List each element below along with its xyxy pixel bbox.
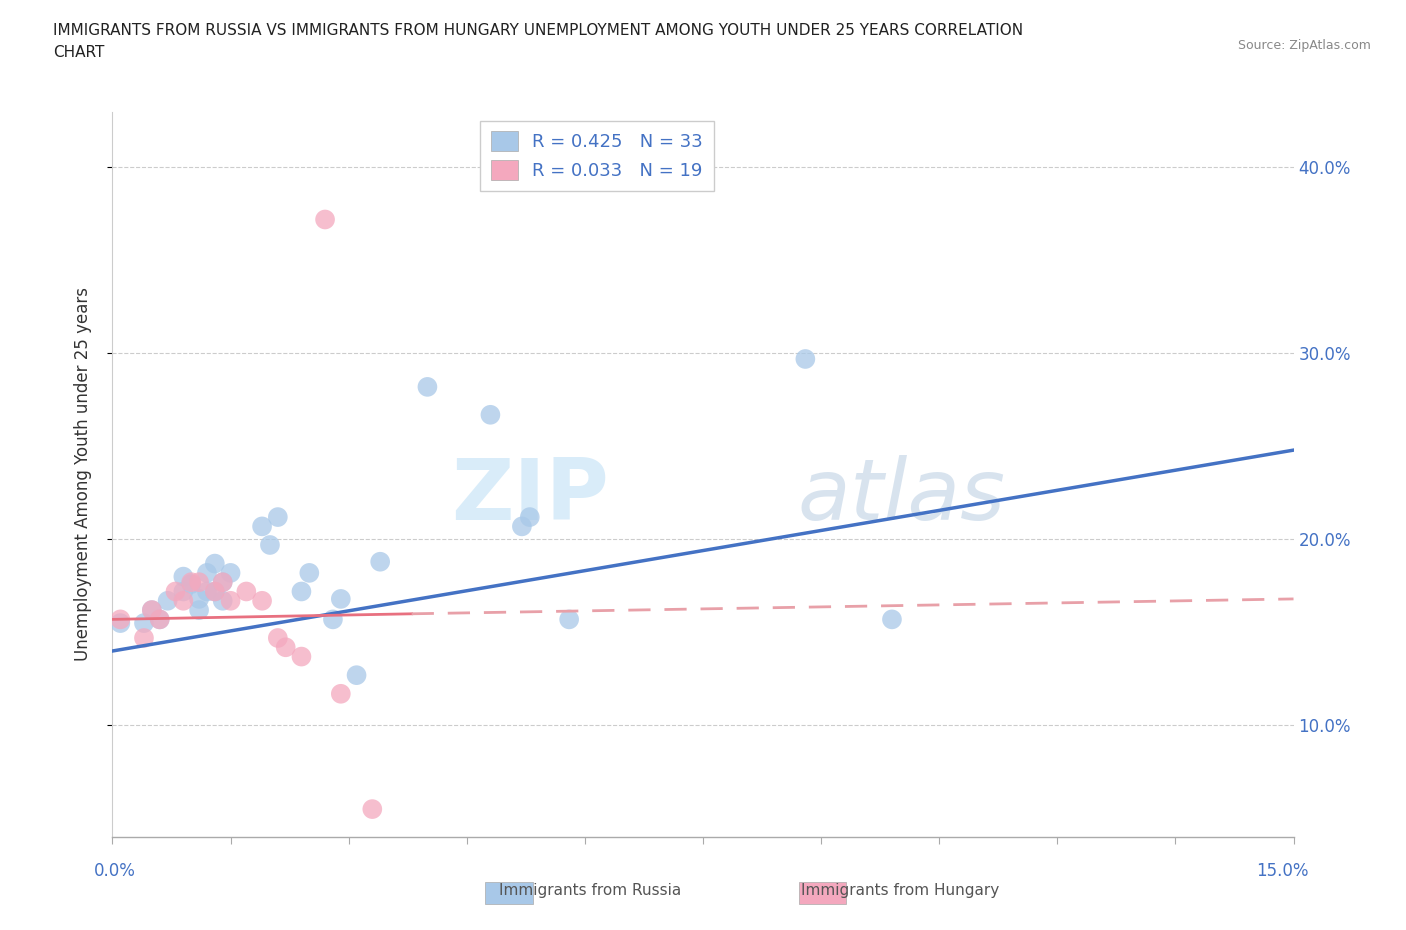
Point <box>195 565 218 580</box>
Point <box>188 591 211 606</box>
Point <box>361 802 384 817</box>
Point <box>172 584 194 599</box>
Point <box>880 612 903 627</box>
Text: 0.0%: 0.0% <box>94 862 136 881</box>
Point <box>195 584 218 599</box>
Point <box>110 616 132 631</box>
Point <box>259 538 281 552</box>
Point <box>416 379 439 394</box>
Point <box>132 616 155 631</box>
Point <box>235 584 257 599</box>
Point <box>329 686 352 701</box>
Legend: R = 0.425   N = 33, R = 0.033   N = 19: R = 0.425 N = 33, R = 0.033 N = 19 <box>479 121 714 191</box>
Point <box>188 603 211 618</box>
Y-axis label: Unemployment Among Youth under 25 years: Unemployment Among Youth under 25 years <box>73 287 91 661</box>
Point <box>156 593 179 608</box>
Point <box>290 584 312 599</box>
Text: CHART: CHART <box>53 45 105 60</box>
Point <box>132 631 155 645</box>
Point <box>794 352 817 366</box>
Point <box>211 575 233 590</box>
Point <box>322 612 344 627</box>
Point <box>274 640 297 655</box>
Text: ZIP: ZIP <box>451 455 609 538</box>
Point <box>558 612 581 627</box>
Point <box>180 577 202 591</box>
Point <box>267 510 290 525</box>
Point <box>346 668 368 683</box>
Point <box>267 631 290 645</box>
Point <box>211 593 233 608</box>
Point <box>172 569 194 584</box>
Point <box>519 510 541 525</box>
Point <box>290 649 312 664</box>
Point <box>204 584 226 599</box>
Point <box>298 565 321 580</box>
Point <box>211 575 233 590</box>
Text: atlas: atlas <box>797 455 1005 538</box>
Point <box>149 612 172 627</box>
Point <box>250 519 273 534</box>
Point <box>314 212 336 227</box>
Text: Immigrants from Russia: Immigrants from Russia <box>499 884 682 898</box>
Point <box>188 575 211 590</box>
Point <box>479 407 502 422</box>
Point <box>204 556 226 571</box>
Point <box>141 603 163 618</box>
Point <box>219 593 242 608</box>
Point <box>250 593 273 608</box>
Text: Immigrants from Hungary: Immigrants from Hungary <box>800 884 1000 898</box>
Point <box>149 612 172 627</box>
Text: 15.0%: 15.0% <box>1256 862 1309 881</box>
Point <box>204 584 226 599</box>
Point <box>180 575 202 590</box>
Text: Source: ZipAtlas.com: Source: ZipAtlas.com <box>1237 39 1371 52</box>
Point <box>110 612 132 627</box>
Text: IMMIGRANTS FROM RUSSIA VS IMMIGRANTS FROM HUNGARY UNEMPLOYMENT AMONG YOUTH UNDER: IMMIGRANTS FROM RUSSIA VS IMMIGRANTS FRO… <box>53 23 1024 38</box>
Point <box>141 603 163 618</box>
Point <box>510 519 533 534</box>
Point <box>172 593 194 608</box>
Point <box>219 565 242 580</box>
Point <box>368 554 391 569</box>
Point <box>329 591 352 606</box>
Point <box>165 584 187 599</box>
